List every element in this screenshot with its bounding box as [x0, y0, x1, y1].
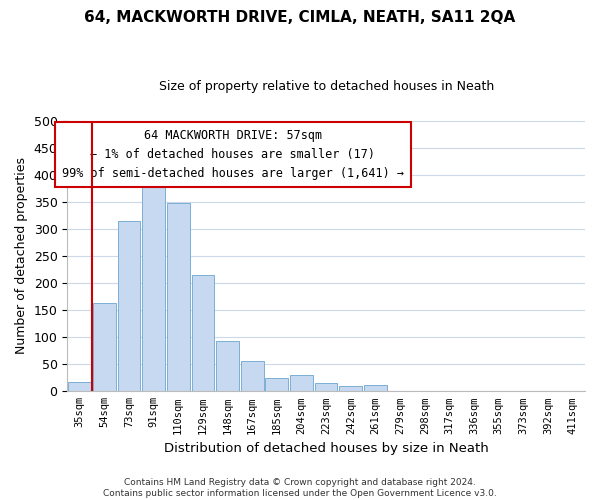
- Bar: [265, 378, 288, 392]
- Bar: [340, 386, 362, 392]
- Bar: [364, 386, 387, 392]
- Text: 64 MACKWORTH DRIVE: 57sqm
← 1% of detached houses are smaller (17)
99% of semi-d: 64 MACKWORTH DRIVE: 57sqm ← 1% of detach…: [62, 128, 404, 180]
- Y-axis label: Number of detached properties: Number of detached properties: [15, 158, 28, 354]
- Text: 64, MACKWORTH DRIVE, CIMLA, NEATH, SA11 2QA: 64, MACKWORTH DRIVE, CIMLA, NEATH, SA11 …: [85, 10, 515, 25]
- Bar: [216, 341, 239, 392]
- Bar: [241, 361, 263, 392]
- Bar: [290, 375, 313, 392]
- Bar: [191, 275, 214, 392]
- Title: Size of property relative to detached houses in Neath: Size of property relative to detached ho…: [158, 80, 494, 93]
- Bar: [93, 303, 116, 392]
- X-axis label: Distribution of detached houses by size in Neath: Distribution of detached houses by size …: [164, 442, 488, 455]
- Bar: [167, 204, 190, 392]
- Bar: [142, 187, 165, 392]
- Bar: [118, 220, 140, 392]
- Text: Contains HM Land Registry data © Crown copyright and database right 2024.
Contai: Contains HM Land Registry data © Crown c…: [103, 478, 497, 498]
- Bar: [315, 382, 337, 392]
- Bar: [68, 382, 91, 392]
- Bar: [438, 391, 461, 392]
